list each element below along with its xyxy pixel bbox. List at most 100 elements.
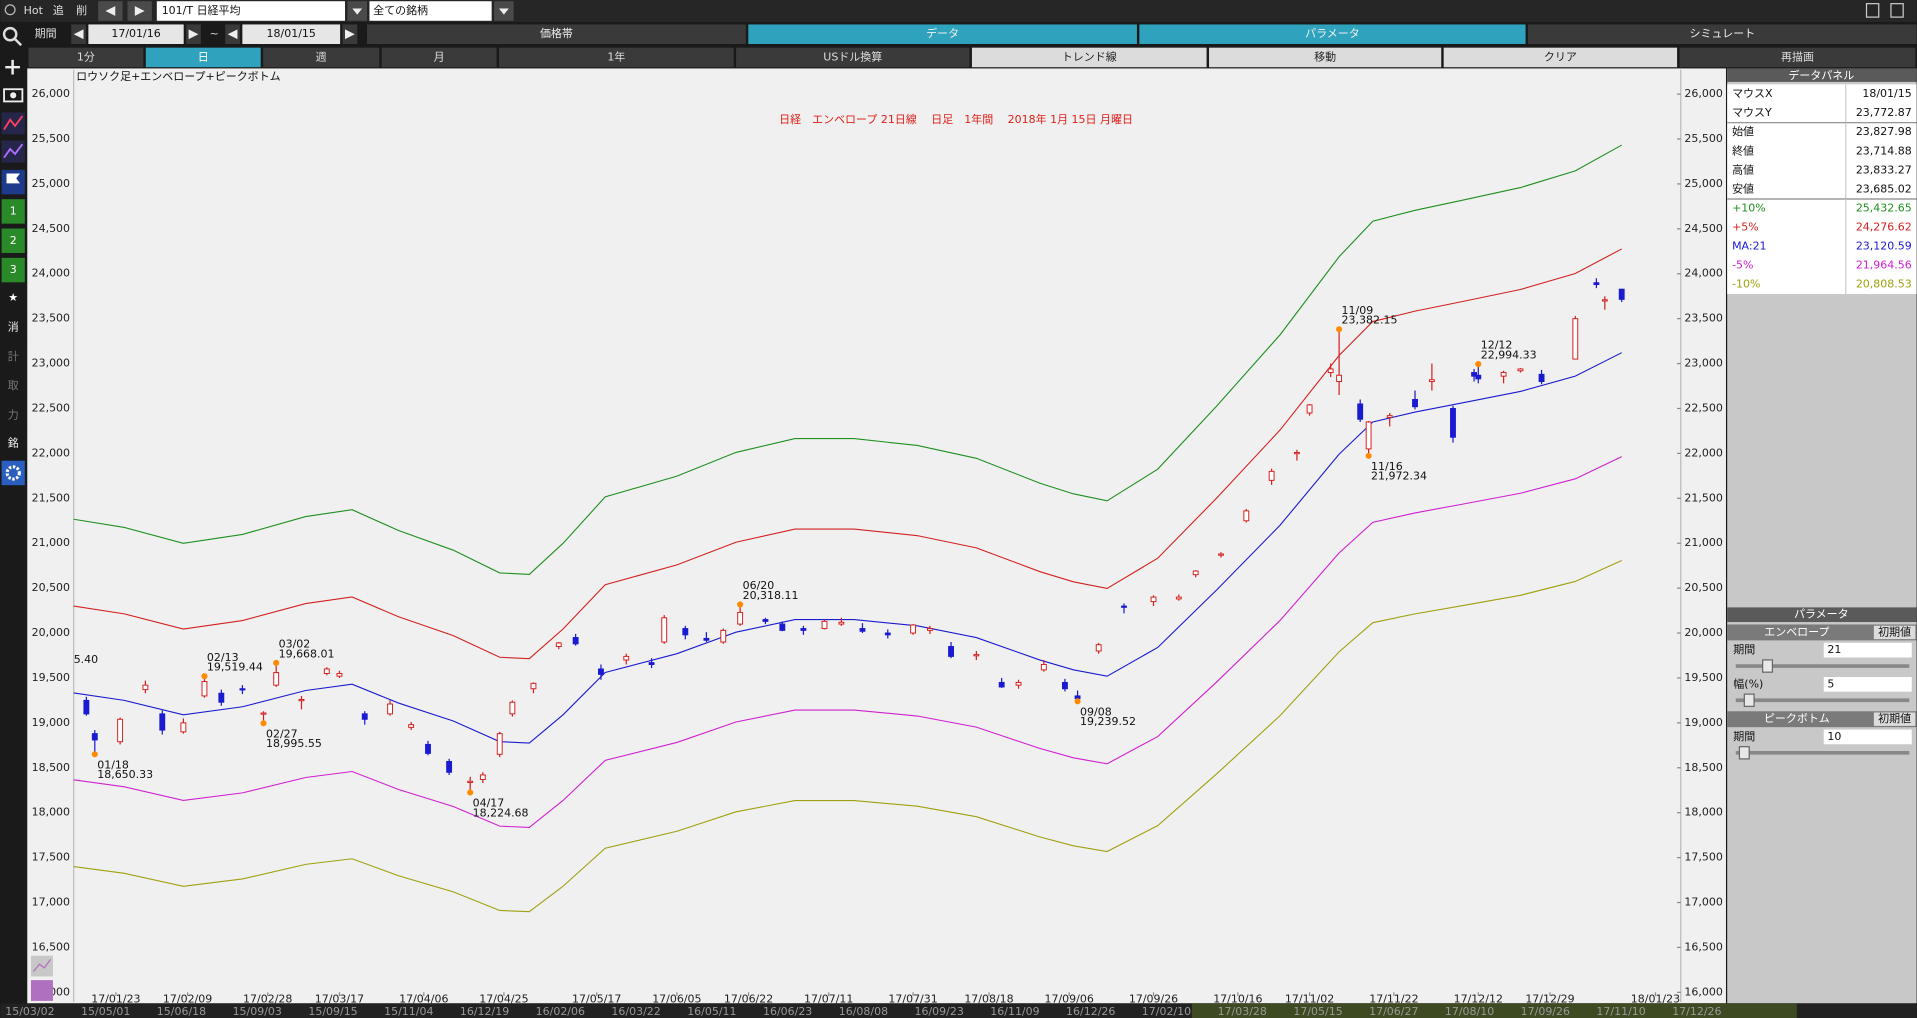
toolbar-button[interactable]	[498, 47, 734, 68]
envelope-line	[73, 456, 1622, 829]
toolbar-button[interactable]	[736, 47, 970, 68]
sidebar-button[interactable]	[1, 257, 25, 283]
candle-body	[323, 668, 330, 674]
sidebar-button[interactable]	[1, 228, 25, 253]
slider-knob[interactable]	[1743, 693, 1755, 707]
candle-body	[973, 654, 980, 657]
param-input[interactable]	[1823, 729, 1912, 745]
y-tick-label-right: 22,000	[1684, 446, 1722, 459]
candle-body	[1365, 421, 1372, 450]
navigator-date: 17/08/10	[1445, 1005, 1494, 1018]
from-box[interactable]	[88, 24, 184, 44]
param-header	[1727, 607, 1917, 623]
annotation-value: 18,224.68	[473, 806, 529, 819]
period-label: 期間	[35, 27, 57, 40]
sidebar-button[interactable]	[1, 373, 25, 399]
toolbar-button[interactable]	[28, 47, 144, 68]
slider-knob[interactable]	[1738, 746, 1750, 760]
y-tick-label: 18,500	[32, 761, 70, 774]
data-value: 23,714.88	[1856, 144, 1912, 157]
toolbar-button[interactable]	[263, 47, 380, 68]
universe-box[interactable]	[369, 1, 492, 21]
delete-button[interactable]: 削	[76, 3, 87, 17]
to-box[interactable]	[242, 24, 341, 44]
reset-label: 初期値	[1878, 625, 1911, 638]
y-tick-label-right: 16,500	[1684, 940, 1722, 953]
navigator-date: 17/06/27	[1369, 1005, 1418, 1018]
navigator-date: 17/03/28	[1218, 1005, 1267, 1018]
candle-body	[1293, 452, 1300, 455]
prev-arrow	[105, 6, 116, 16]
toolbar-button[interactable]	[971, 47, 1207, 68]
toolbar-button[interactable]	[1443, 47, 1678, 68]
candle-body	[555, 642, 562, 648]
candle-body	[884, 632, 891, 636]
x-tick-label: 17/07/31	[888, 993, 937, 1006]
data-panel-body	[1727, 84, 1917, 295]
y-tick-label: 16,500	[32, 940, 70, 953]
candle-body	[1572, 318, 1579, 360]
candle-body	[1475, 374, 1482, 380]
add-button[interactable]: 追	[53, 3, 64, 17]
navigator-date: 16/09/23	[915, 1005, 964, 1018]
close-button[interactable]	[1890, 3, 1904, 18]
navigator-date: 16/08/08	[839, 1005, 888, 1018]
dropdown-arrow	[498, 8, 509, 15]
annotation-value: 18,995.55	[266, 737, 322, 750]
data-label: 始値	[1732, 124, 1754, 138]
data-label: 終値	[1732, 144, 1754, 157]
data-label: -5%	[1732, 259, 1753, 272]
y-tick-label: 18,000	[32, 806, 70, 819]
toolbar-button[interactable]	[381, 47, 497, 68]
candle-body	[1357, 403, 1364, 420]
tab[interactable]	[1139, 24, 1526, 44]
envelope-line	[73, 559, 1622, 913]
minimize-button[interactable]	[1865, 3, 1880, 18]
hot-button[interactable]: Hot	[24, 4, 44, 17]
tab[interactable]	[748, 24, 1137, 44]
reset-button[interactable]	[1873, 712, 1916, 726]
tilde: ~	[210, 27, 219, 40]
x-tick-label: 17/03/17	[315, 993, 364, 1006]
next-arrow	[134, 6, 145, 16]
candle-body	[1412, 399, 1418, 408]
symbol-box[interactable]	[156, 1, 346, 21]
chart-title: 日経 エンベロープ 21日線 日足 1年間 2018年 1月 15日 月曜日	[779, 112, 1133, 126]
toolbar-button[interactable]	[145, 47, 261, 68]
sidebar-button[interactable]	[1, 315, 25, 340]
param-input[interactable]	[1823, 642, 1912, 658]
chart-background	[27, 68, 1726, 1004]
y-tick-label: 19,500	[32, 671, 70, 684]
candle-body	[1450, 407, 1456, 438]
candle-body	[479, 774, 486, 780]
candle-body	[623, 655, 630, 661]
sidebar-button[interactable]	[1, 403, 25, 428]
sidebar-button[interactable]	[1, 344, 25, 370]
sidebar-button[interactable]	[1, 431, 25, 456]
param-input[interactable]	[1823, 677, 1912, 692]
reset-button[interactable]	[1873, 625, 1916, 640]
sidebar-button[interactable]	[1, 285, 25, 311]
data-value: 23,833.27	[1856, 163, 1912, 176]
y-tick-label-right: 21,500	[1684, 491, 1722, 504]
y-tick-label: 25,500	[32, 132, 70, 145]
toolbar-button[interactable]	[1209, 47, 1442, 68]
annotation-value: 18,650.33	[97, 768, 153, 781]
y-tick-label-right: 23,000	[1684, 357, 1722, 370]
peak-bottom-marker	[91, 751, 98, 758]
camera-icon[interactable]	[3, 88, 24, 103]
navigator-window	[1191, 1003, 1797, 1018]
settings-icon[interactable]	[1, 460, 25, 486]
candle-body	[1538, 373, 1545, 383]
mini-icon[interactable]	[30, 980, 53, 1001]
toolbar-button[interactable]	[1679, 47, 1916, 68]
tab[interactable]	[1527, 24, 1917, 44]
data-value: 23,772.87	[1856, 106, 1912, 119]
data-value: 18/01/15	[1862, 87, 1911, 100]
sidebar-button[interactable]	[1, 199, 25, 224]
slider-knob[interactable]	[1762, 659, 1774, 673]
candle-body	[1471, 372, 1478, 377]
peak-bottom-marker	[1365, 452, 1372, 459]
x-tick-label: 17/11/02	[1285, 993, 1334, 1006]
tab[interactable]	[367, 24, 746, 44]
